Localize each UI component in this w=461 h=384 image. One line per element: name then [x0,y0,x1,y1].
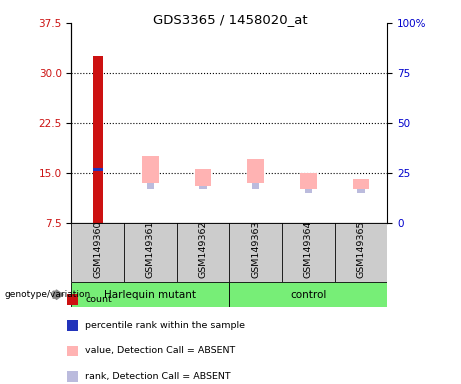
Text: rank, Detection Call = ABSENT: rank, Detection Call = ABSENT [85,372,231,381]
FancyArrow shape [53,290,63,300]
Text: control: control [290,290,326,300]
Text: genotype/variation: genotype/variation [5,290,91,299]
Bar [229,282,387,307]
Text: GSM149360: GSM149360 [93,221,102,278]
Text: GSM149365: GSM149365 [356,221,366,278]
Bar [357,189,365,193]
Bar [199,186,207,189]
Bar [142,156,159,183]
Text: GSM149362: GSM149362 [199,221,207,278]
Bar [71,282,229,307]
Bar [353,179,369,189]
Text: Harlequin mutant: Harlequin mutant [104,290,196,300]
Bar [93,168,102,171]
Bar [300,173,317,189]
Bar [305,189,312,193]
Text: value, Detection Call = ABSENT: value, Detection Call = ABSENT [85,346,236,356]
Text: GSM149363: GSM149363 [251,221,260,278]
Text: GDS3365 / 1458020_at: GDS3365 / 1458020_at [153,13,308,26]
Bar [93,56,102,223]
Text: GSM149361: GSM149361 [146,221,155,278]
Bar [252,183,260,189]
Text: count: count [85,295,112,304]
Bar [147,183,154,189]
Text: percentile rank within the sample: percentile rank within the sample [85,321,245,330]
Bar [247,159,264,183]
Text: GSM149364: GSM149364 [304,221,313,278]
Bar [195,169,212,186]
